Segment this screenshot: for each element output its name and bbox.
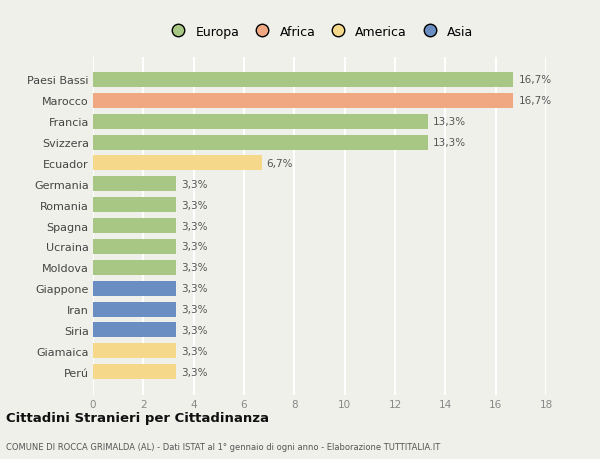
Text: 3,3%: 3,3% xyxy=(181,221,208,231)
Bar xyxy=(93,177,176,192)
Text: 3,3%: 3,3% xyxy=(181,263,208,273)
Text: 13,3%: 13,3% xyxy=(433,117,466,127)
Text: 16,7%: 16,7% xyxy=(518,96,551,106)
Text: COMUNE DI ROCCA GRIMALDA (AL) - Dati ISTAT al 1° gennaio di ogni anno - Elaboraz: COMUNE DI ROCCA GRIMALDA (AL) - Dati IST… xyxy=(6,442,440,451)
Text: Cittadini Stranieri per Cittadinanza: Cittadini Stranieri per Cittadinanza xyxy=(6,412,269,425)
Bar xyxy=(93,260,176,275)
Text: 3,3%: 3,3% xyxy=(181,284,208,294)
Legend: Europa, Africa, America, Asia: Europa, Africa, America, Asia xyxy=(163,23,476,41)
Text: 3,3%: 3,3% xyxy=(181,200,208,210)
Bar xyxy=(93,218,176,234)
Bar xyxy=(93,73,513,88)
Text: 16,7%: 16,7% xyxy=(518,75,551,85)
Text: 3,3%: 3,3% xyxy=(181,242,208,252)
Bar xyxy=(93,302,176,317)
Bar xyxy=(93,344,176,358)
Bar xyxy=(93,364,176,380)
Bar xyxy=(93,240,176,254)
Text: 3,3%: 3,3% xyxy=(181,346,208,356)
Bar xyxy=(93,156,262,171)
Bar xyxy=(93,135,428,150)
Text: 6,7%: 6,7% xyxy=(266,158,293,168)
Bar xyxy=(93,114,428,129)
Bar xyxy=(93,94,513,108)
Bar xyxy=(93,323,176,338)
Text: 3,3%: 3,3% xyxy=(181,367,208,377)
Text: 3,3%: 3,3% xyxy=(181,325,208,335)
Text: 13,3%: 13,3% xyxy=(433,138,466,148)
Text: 3,3%: 3,3% xyxy=(181,179,208,190)
Text: 3,3%: 3,3% xyxy=(181,304,208,314)
Bar xyxy=(93,198,176,213)
Bar xyxy=(93,281,176,296)
